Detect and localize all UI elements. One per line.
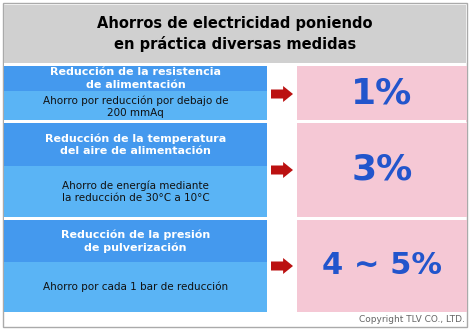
- Bar: [297, 220, 467, 312]
- Polygon shape: [271, 162, 293, 178]
- Bar: [267, 63, 297, 66]
- Polygon shape: [271, 86, 293, 102]
- Text: 4 ~ 5%: 4 ~ 5%: [322, 251, 442, 280]
- Bar: [4, 63, 466, 66]
- Text: Ahorro por reducción por debajo de
200 mmAq: Ahorro por reducción por debajo de 200 m…: [43, 95, 228, 118]
- Bar: [4, 123, 267, 166]
- Bar: [4, 66, 267, 122]
- Bar: [297, 123, 467, 217]
- Bar: [297, 66, 467, 122]
- Bar: [4, 5, 466, 63]
- Text: 1%: 1%: [352, 77, 413, 111]
- Polygon shape: [271, 258, 293, 274]
- Bar: [4, 220, 267, 262]
- Text: Reducción de la presión
de pulverización: Reducción de la presión de pulverización: [61, 229, 210, 253]
- Text: Copyright TLV CO., LTD.: Copyright TLV CO., LTD.: [359, 315, 465, 324]
- Text: Ahorro por cada 1 bar de reducción: Ahorro por cada 1 bar de reducción: [43, 282, 228, 292]
- Bar: [267, 217, 297, 220]
- Bar: [4, 220, 267, 312]
- Bar: [4, 123, 267, 217]
- Text: Ahorro de energía mediante
la reducción de 30°C a 10°C: Ahorro de energía mediante la reducción …: [62, 180, 209, 203]
- Text: Reducción de la temperatura
del aire de alimentación: Reducción de la temperatura del aire de …: [45, 133, 226, 156]
- Bar: [4, 217, 466, 220]
- Text: Ahorros de electricidad poniendo
en práctica diversas medidas: Ahorros de electricidad poniendo en prác…: [97, 16, 373, 52]
- Text: Reducción de la resistencia
de alimentación: Reducción de la resistencia de alimentac…: [50, 67, 221, 90]
- Bar: [4, 120, 466, 123]
- Bar: [267, 120, 297, 123]
- Bar: [4, 66, 267, 91]
- Text: 3%: 3%: [352, 153, 413, 187]
